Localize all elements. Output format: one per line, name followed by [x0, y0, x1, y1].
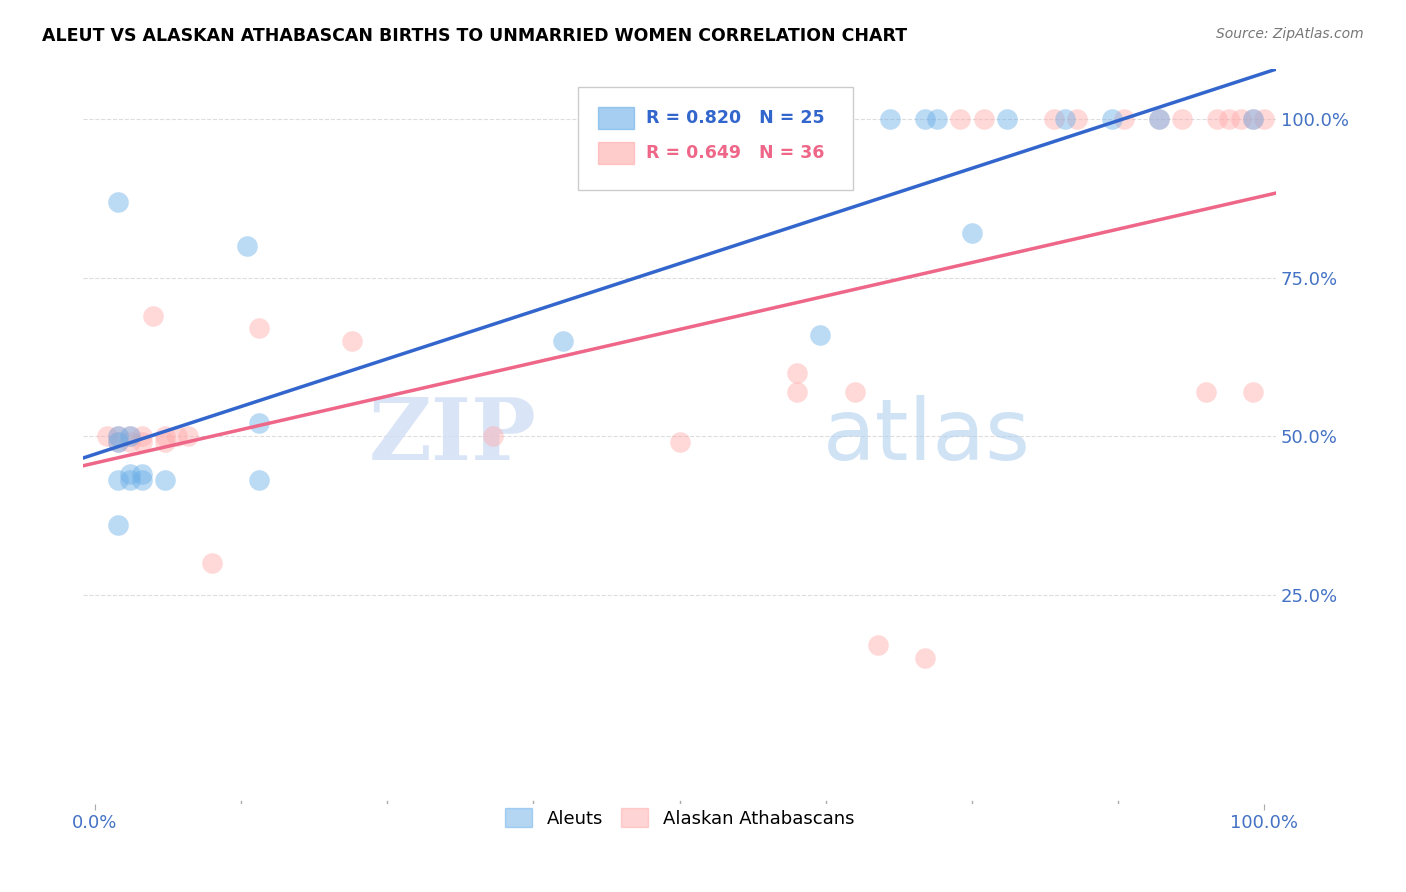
- Point: [668, 435, 690, 450]
- Point: [247, 417, 270, 431]
- Point: [786, 384, 808, 399]
- Point: [808, 327, 831, 342]
- Bar: [599, 142, 634, 164]
- Text: R = 0.820   N = 25: R = 0.820 N = 25: [647, 109, 825, 127]
- Point: [844, 384, 866, 399]
- Point: [247, 474, 270, 488]
- Point: [236, 239, 259, 253]
- Point: [879, 112, 901, 127]
- Point: [118, 435, 141, 450]
- Point: [107, 517, 129, 532]
- Point: [107, 194, 129, 209]
- Point: [118, 429, 141, 443]
- Point: [1230, 112, 1253, 127]
- Point: [201, 556, 224, 570]
- Point: [551, 334, 574, 348]
- Point: [1171, 112, 1194, 127]
- Point: [96, 429, 118, 443]
- Point: [1054, 112, 1077, 127]
- Point: [107, 474, 129, 488]
- Point: [914, 651, 936, 665]
- Point: [1195, 384, 1218, 399]
- Point: [177, 429, 200, 443]
- Point: [960, 227, 983, 241]
- Point: [247, 321, 270, 335]
- Point: [1112, 112, 1135, 127]
- Point: [973, 112, 995, 127]
- Point: [1206, 112, 1229, 127]
- FancyBboxPatch shape: [578, 87, 852, 190]
- Point: [1042, 112, 1064, 127]
- Text: ZIP: ZIP: [368, 394, 537, 478]
- Point: [131, 474, 153, 488]
- Point: [118, 429, 141, 443]
- Legend: Aleuts, Alaskan Athabascans: Aleuts, Alaskan Athabascans: [498, 801, 862, 835]
- Point: [153, 435, 176, 450]
- Point: [481, 429, 503, 443]
- Point: [153, 429, 176, 443]
- Point: [1066, 112, 1088, 127]
- Point: [131, 429, 153, 443]
- Point: [340, 334, 363, 348]
- Text: Source: ZipAtlas.com: Source: ZipAtlas.com: [1216, 27, 1364, 41]
- Point: [142, 309, 165, 323]
- Point: [107, 429, 129, 443]
- Text: atlas: atlas: [823, 394, 1031, 477]
- Text: ALEUT VS ALASKAN ATHABASCAN BIRTHS TO UNMARRIED WOMEN CORRELATION CHART: ALEUT VS ALASKAN ATHABASCAN BIRTHS TO UN…: [42, 27, 907, 45]
- Point: [131, 467, 153, 482]
- Point: [1241, 112, 1264, 127]
- Point: [868, 638, 890, 652]
- Point: [1253, 112, 1275, 127]
- Point: [1241, 112, 1264, 127]
- Point: [166, 429, 188, 443]
- Point: [1147, 112, 1170, 127]
- Point: [1241, 384, 1264, 399]
- Point: [118, 474, 141, 488]
- Point: [153, 474, 176, 488]
- Point: [949, 112, 972, 127]
- Point: [786, 366, 808, 380]
- Point: [1101, 112, 1123, 127]
- Point: [914, 112, 936, 127]
- Point: [925, 112, 948, 127]
- Point: [131, 435, 153, 450]
- Bar: [599, 107, 634, 128]
- Point: [118, 467, 141, 482]
- Point: [107, 435, 129, 450]
- Point: [1147, 112, 1170, 127]
- Point: [107, 435, 129, 450]
- Point: [107, 429, 129, 443]
- Point: [1218, 112, 1240, 127]
- Point: [995, 112, 1018, 127]
- Text: R = 0.649   N = 36: R = 0.649 N = 36: [647, 145, 824, 162]
